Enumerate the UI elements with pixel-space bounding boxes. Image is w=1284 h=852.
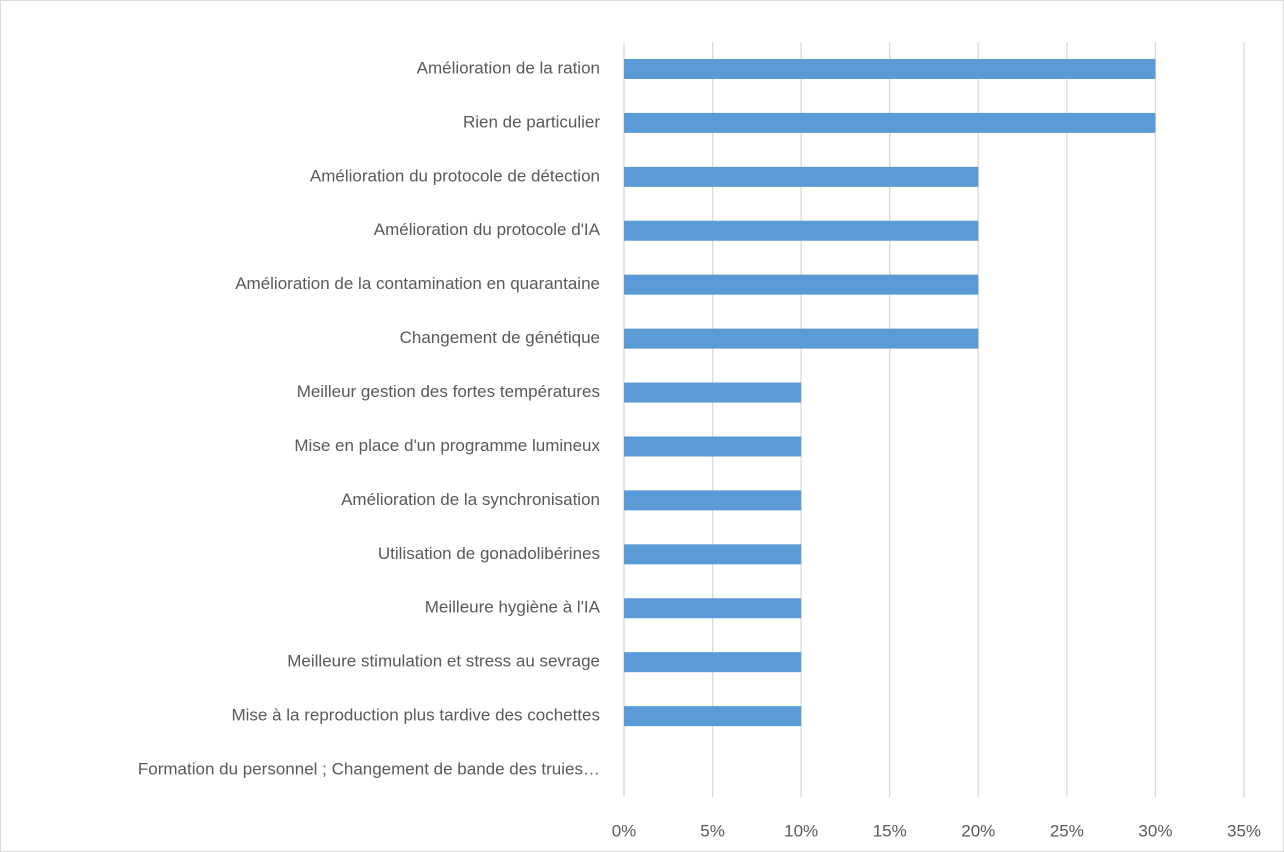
y-tick-label: Meilleur gestion des fortes températures	[297, 382, 600, 401]
x-tick-label: 0%	[612, 821, 637, 840]
bar	[624, 112, 1156, 133]
bar	[624, 544, 802, 565]
bar	[624, 652, 802, 673]
y-tick-label: Utilisation de gonadolibérines	[378, 544, 600, 563]
bar	[624, 598, 802, 619]
y-tick-label: Meilleure stimulation et stress au sevra…	[287, 652, 600, 671]
x-tick-label: 5%	[700, 821, 725, 840]
bar	[624, 490, 802, 511]
bar	[624, 166, 979, 187]
y-tick-label: Amélioration du protocole de détection	[310, 166, 600, 185]
bar	[624, 58, 1156, 79]
bar	[624, 436, 802, 457]
y-tick-label: Changement de génétique	[400, 328, 600, 347]
x-tick-label: 20%	[961, 821, 995, 840]
x-tick-label: 35%	[1227, 821, 1261, 840]
x-tick-label: 10%	[784, 821, 818, 840]
y-tick-label: Amélioration de la contamination en quar…	[235, 274, 600, 293]
bar	[624, 382, 802, 403]
y-tick-label: Rien de particulier	[463, 112, 600, 131]
bar	[624, 274, 979, 295]
bar	[624, 706, 802, 727]
bar	[624, 220, 979, 241]
bar	[624, 328, 979, 349]
y-tick-label: Amélioration de la synchronisation	[341, 490, 600, 509]
y-tick-label: Meilleure hygiène à l'IA	[425, 598, 601, 617]
y-tick-label: Amélioration du protocole d'IA	[374, 220, 601, 239]
y-tick-label: Mise en place d'un programme lumineux	[294, 436, 600, 455]
y-tick-label: Formation du personnel ; Changement de b…	[138, 760, 600, 779]
x-tick-label: 15%	[873, 821, 907, 840]
y-tick-label: Mise à la reproduction plus tardive des …	[231, 706, 600, 725]
x-tick-label: 25%	[1050, 821, 1084, 840]
x-tick-label: 30%	[1138, 821, 1172, 840]
y-tick-label: Amélioration de la ration	[417, 58, 600, 77]
